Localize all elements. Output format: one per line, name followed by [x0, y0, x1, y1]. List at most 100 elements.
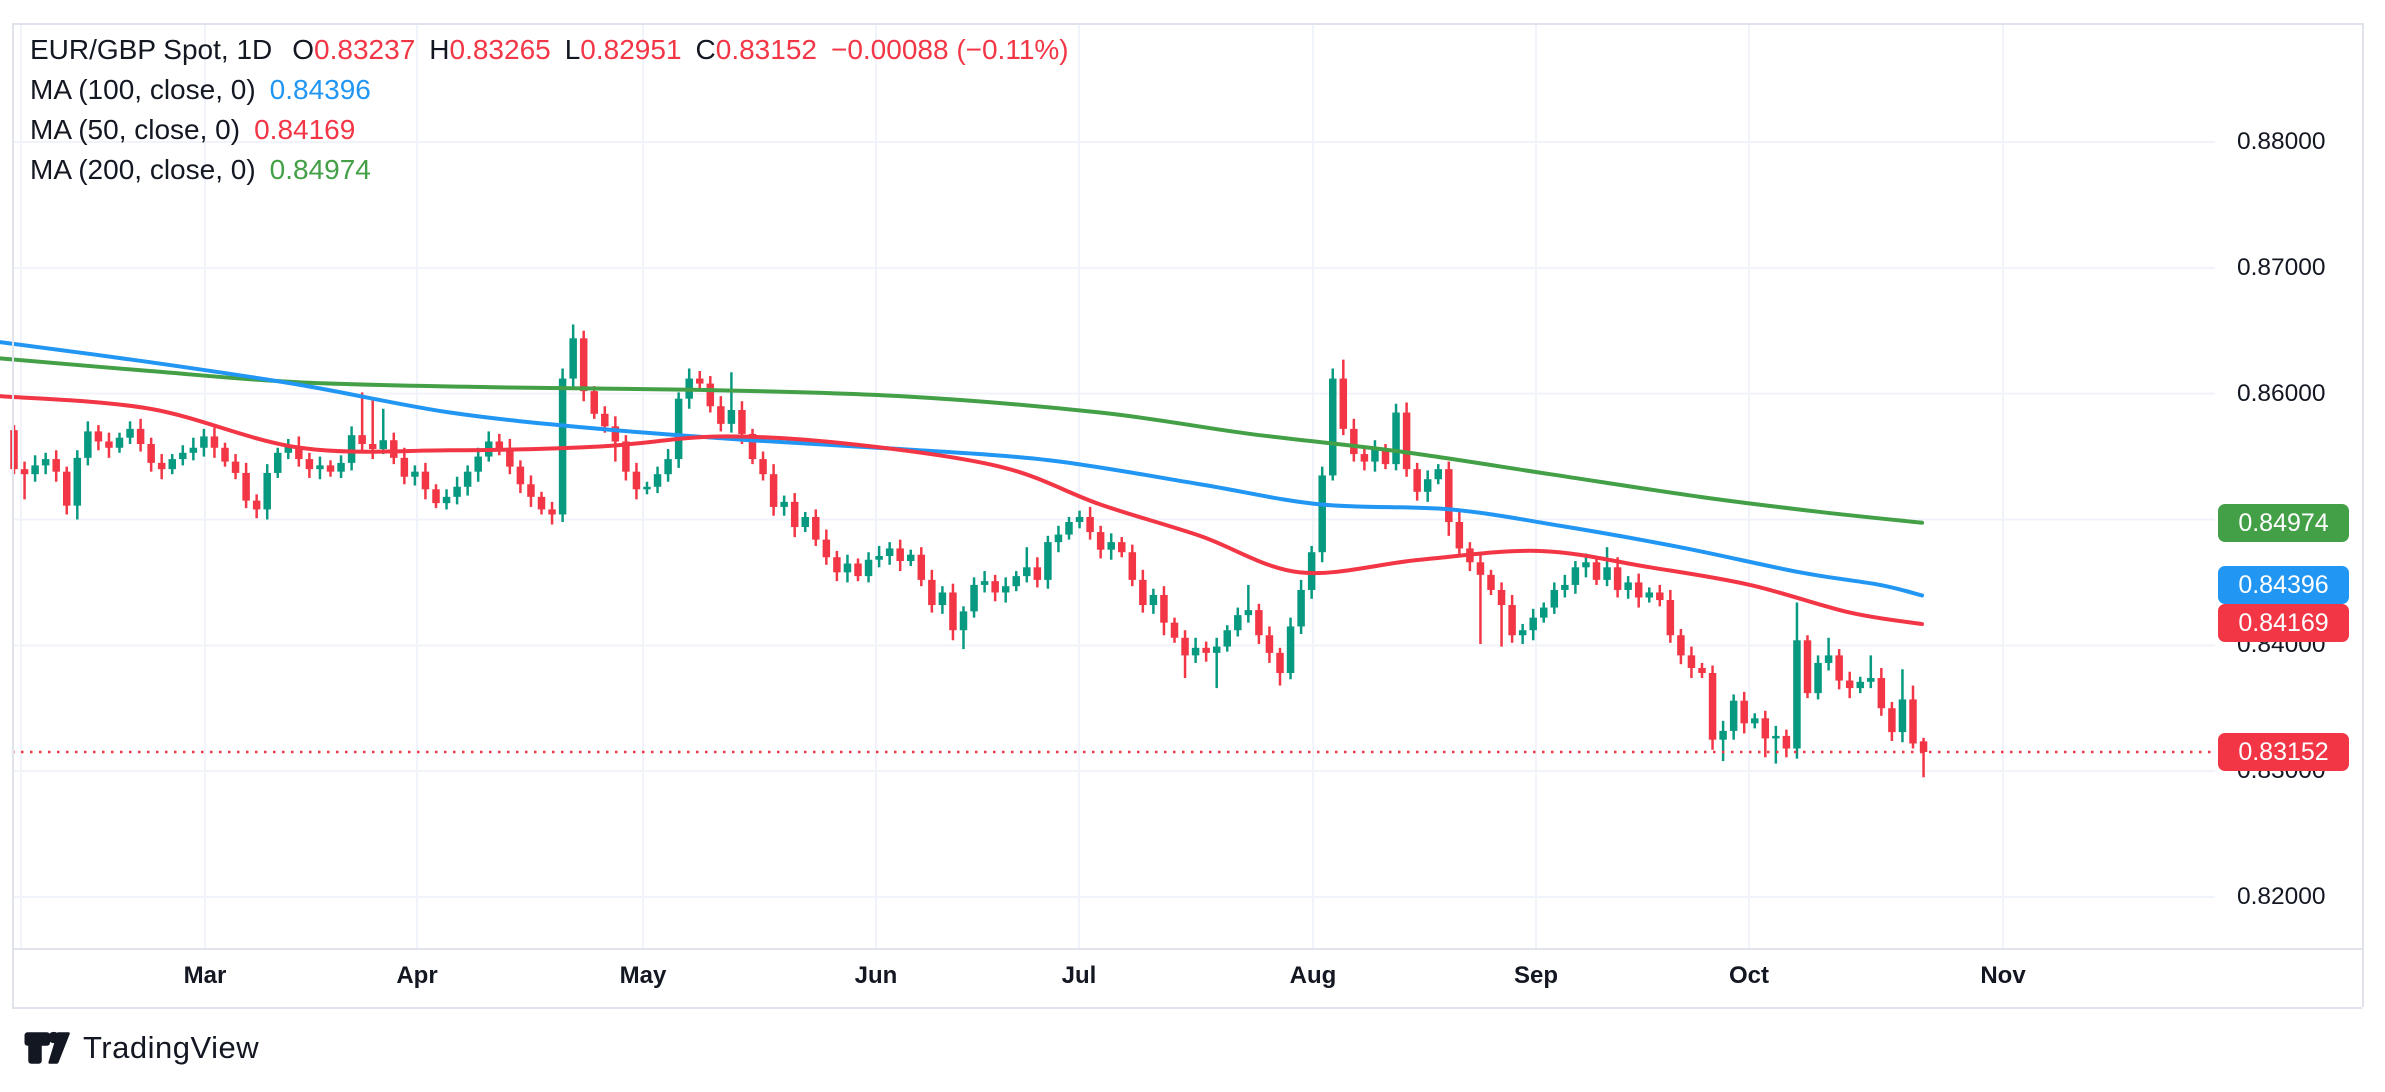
candle[interactable]	[1149, 588, 1158, 614]
candle[interactable]	[674, 392, 683, 468]
candle[interactable]	[284, 438, 293, 460]
candle[interactable]	[1793, 602, 1801, 759]
legend-symbol-row[interactable]: EUR/GBP Spot, 1D O0.83237 H0.83265 L0.82…	[30, 30, 1069, 70]
candle[interactable]	[242, 462, 250, 509]
candle[interactable]	[1497, 582, 1506, 647]
candle[interactable]	[1856, 676, 1865, 694]
candle[interactable]	[1181, 630, 1189, 679]
candle[interactable]	[1086, 506, 1094, 540]
candle[interactable]	[305, 452, 314, 478]
candle[interactable]	[1445, 461, 1453, 536]
candle[interactable]	[168, 454, 177, 475]
candle[interactable]	[1118, 537, 1126, 558]
candle[interactable]	[769, 464, 778, 516]
candle[interactable]	[1339, 359, 1348, 436]
candle[interactable]	[31, 455, 39, 482]
candle[interactable]	[1487, 569, 1495, 595]
candle[interactable]	[442, 489, 451, 510]
candle[interactable]	[1350, 418, 1358, 462]
candle[interactable]	[527, 475, 535, 507]
candle[interactable]	[590, 386, 599, 419]
candle[interactable]	[368, 397, 377, 460]
candle[interactable]	[1244, 584, 1253, 623]
candle[interactable]	[801, 511, 810, 533]
candle[interactable]	[1687, 646, 1696, 679]
candle[interactable]	[1634, 573, 1643, 608]
candle[interactable]	[347, 426, 356, 471]
candle[interactable]	[1666, 589, 1675, 643]
candle[interactable]	[506, 438, 514, 475]
candle[interactable]	[189, 437, 198, 461]
candle[interactable]	[1075, 510, 1084, 529]
candle[interactable]	[1012, 571, 1021, 592]
candle[interactable]	[157, 454, 166, 480]
candle[interactable]	[1888, 701, 1896, 741]
time-axis[interactable]: Mar Apr May Jun Jul Aug Sep Oct Nov	[12, 948, 2362, 1007]
candle[interactable]	[780, 495, 788, 516]
candle[interactable]	[1001, 577, 1010, 603]
candle[interactable]	[136, 418, 145, 452]
candle[interactable]	[558, 368, 567, 523]
price-scale[interactable]: 0.880000.870000.860000.840000.830000.820…	[2215, 23, 2362, 1007]
candle[interactable]	[1223, 625, 1232, 652]
candle[interactable]	[653, 466, 662, 494]
candle[interactable]	[1518, 623, 1527, 645]
candle[interactable]	[759, 451, 767, 481]
candle[interactable]	[1708, 665, 1717, 750]
candle[interactable]	[432, 484, 440, 509]
candle[interactable]	[474, 447, 482, 482]
candle[interactable]	[885, 542, 894, 565]
candle[interactable]	[1835, 649, 1843, 690]
candle[interactable]	[1803, 635, 1812, 699]
candle[interactable]	[126, 421, 134, 444]
candle[interactable]	[854, 558, 862, 582]
candle[interactable]	[1751, 713, 1759, 729]
candle[interactable]	[1286, 617, 1295, 680]
candle[interactable]	[1107, 533, 1115, 560]
candle[interactable]	[1877, 667, 1886, 716]
candle[interactable]	[980, 571, 989, 593]
candle[interactable]	[537, 491, 546, 515]
candle[interactable]	[1603, 547, 1611, 587]
candle[interactable]	[421, 462, 430, 500]
candle[interactable]	[833, 550, 841, 582]
candle[interactable]	[115, 432, 124, 453]
candle[interactable]	[1371, 440, 1379, 472]
candle[interactable]	[1740, 691, 1748, 734]
ma50-line[interactable]	[0, 394, 1924, 627]
candle[interactable]	[1276, 647, 1284, 686]
candle[interactable]	[1508, 594, 1516, 643]
candle[interactable]	[1645, 587, 1654, 603]
candle[interactable]	[295, 436, 303, 467]
candle[interactable]	[52, 450, 60, 482]
candle[interactable]	[1023, 547, 1031, 583]
candle[interactable]	[928, 569, 936, 613]
candle[interactable]	[1845, 671, 1854, 699]
candle[interactable]	[1656, 584, 1664, 607]
candle[interactable]	[263, 464, 271, 520]
candle[interactable]	[1202, 641, 1210, 662]
candle[interactable]	[1624, 576, 1632, 599]
candle[interactable]	[1191, 637, 1200, 663]
candle[interactable]	[896, 539, 904, 572]
candle[interactable]	[949, 583, 957, 641]
candle[interactable]	[1729, 694, 1738, 740]
candle[interactable]	[822, 529, 831, 565]
candle[interactable]	[622, 435, 630, 481]
candle[interactable]	[1139, 569, 1147, 613]
candle[interactable]	[337, 455, 345, 478]
candle[interactable]	[1434, 464, 1443, 485]
candle[interactable]	[1128, 544, 1137, 587]
candle[interactable]	[1919, 737, 1928, 778]
candle[interactable]	[485, 431, 493, 462]
candle[interactable]	[1160, 586, 1168, 636]
candle[interactable]	[790, 493, 799, 538]
candle[interactable]	[1571, 561, 1580, 594]
candle[interactable]	[1318, 466, 1326, 563]
candle[interactable]	[200, 428, 208, 457]
candle[interactable]	[875, 545, 883, 568]
candle[interactable]	[73, 450, 82, 520]
candle[interactable]	[1613, 557, 1622, 598]
candle[interactable]	[1550, 582, 1559, 614]
candle[interactable]	[1719, 720, 1727, 762]
